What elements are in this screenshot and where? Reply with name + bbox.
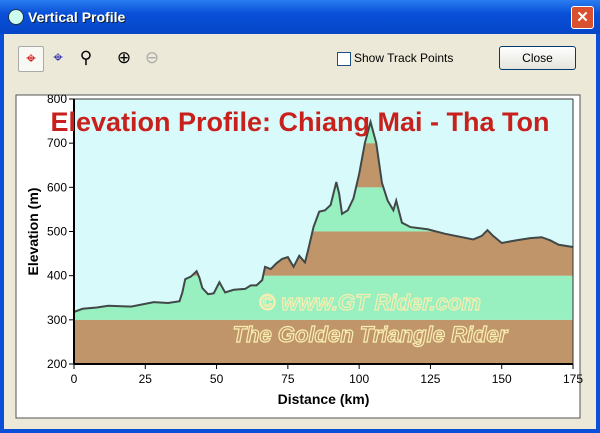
y-tick-label: 500	[47, 225, 67, 239]
y-axis-label: Elevation (m)	[25, 188, 41, 276]
y-tick-label: 400	[47, 269, 67, 283]
crosshair-blue-icon[interactable]: ⌖	[53, 48, 63, 67]
zoom-out-icon[interactable]: ⊖	[144, 48, 160, 67]
y-tick-label: 300	[47, 313, 67, 327]
zoom-area-icon[interactable]: ⚲	[79, 48, 93, 67]
x-tick-label: 50	[210, 372, 224, 386]
y-tick-label: 700	[47, 136, 67, 150]
show-track-points-label[interactable]: Show Track Points	[354, 51, 454, 65]
watermark-line2: The Golden Triangle Rider	[233, 322, 509, 347]
x-tick-label: 175	[563, 372, 583, 386]
elevation-band	[74, 319, 573, 364]
elevation-line	[73, 118, 574, 313]
title-bar[interactable]: Vertical Profile ✕	[0, 0, 600, 34]
window-close-button[interactable]: ✕	[571, 6, 594, 29]
watermark-line1: © www.GT Rider.com	[259, 290, 481, 315]
crosshair-red-icon[interactable]: ⌖	[18, 46, 44, 72]
x-tick-label: 25	[139, 372, 153, 386]
window-title: Vertical Profile	[28, 9, 126, 25]
app-icon	[8, 9, 24, 25]
x-tick-label: 125	[420, 372, 440, 386]
x-tick-label: 100	[349, 372, 369, 386]
show-track-points-checkbox[interactable]	[337, 52, 351, 66]
x-tick-label: 75	[281, 372, 295, 386]
y-tick-label: 200	[47, 357, 67, 371]
y-tick-label: 800	[47, 92, 67, 106]
x-tick-label: 150	[492, 372, 512, 386]
x-axis-label: Distance (km)	[278, 391, 370, 407]
x-tick-label: 0	[71, 372, 78, 386]
zoom-in-icon[interactable]: ⊕	[116, 48, 132, 67]
chart-title: Elevation Profile: Chiang Mai - Tha Ton	[50, 107, 549, 137]
close-button[interactable]: Close	[499, 46, 576, 70]
y-tick-label: 600	[47, 180, 67, 194]
